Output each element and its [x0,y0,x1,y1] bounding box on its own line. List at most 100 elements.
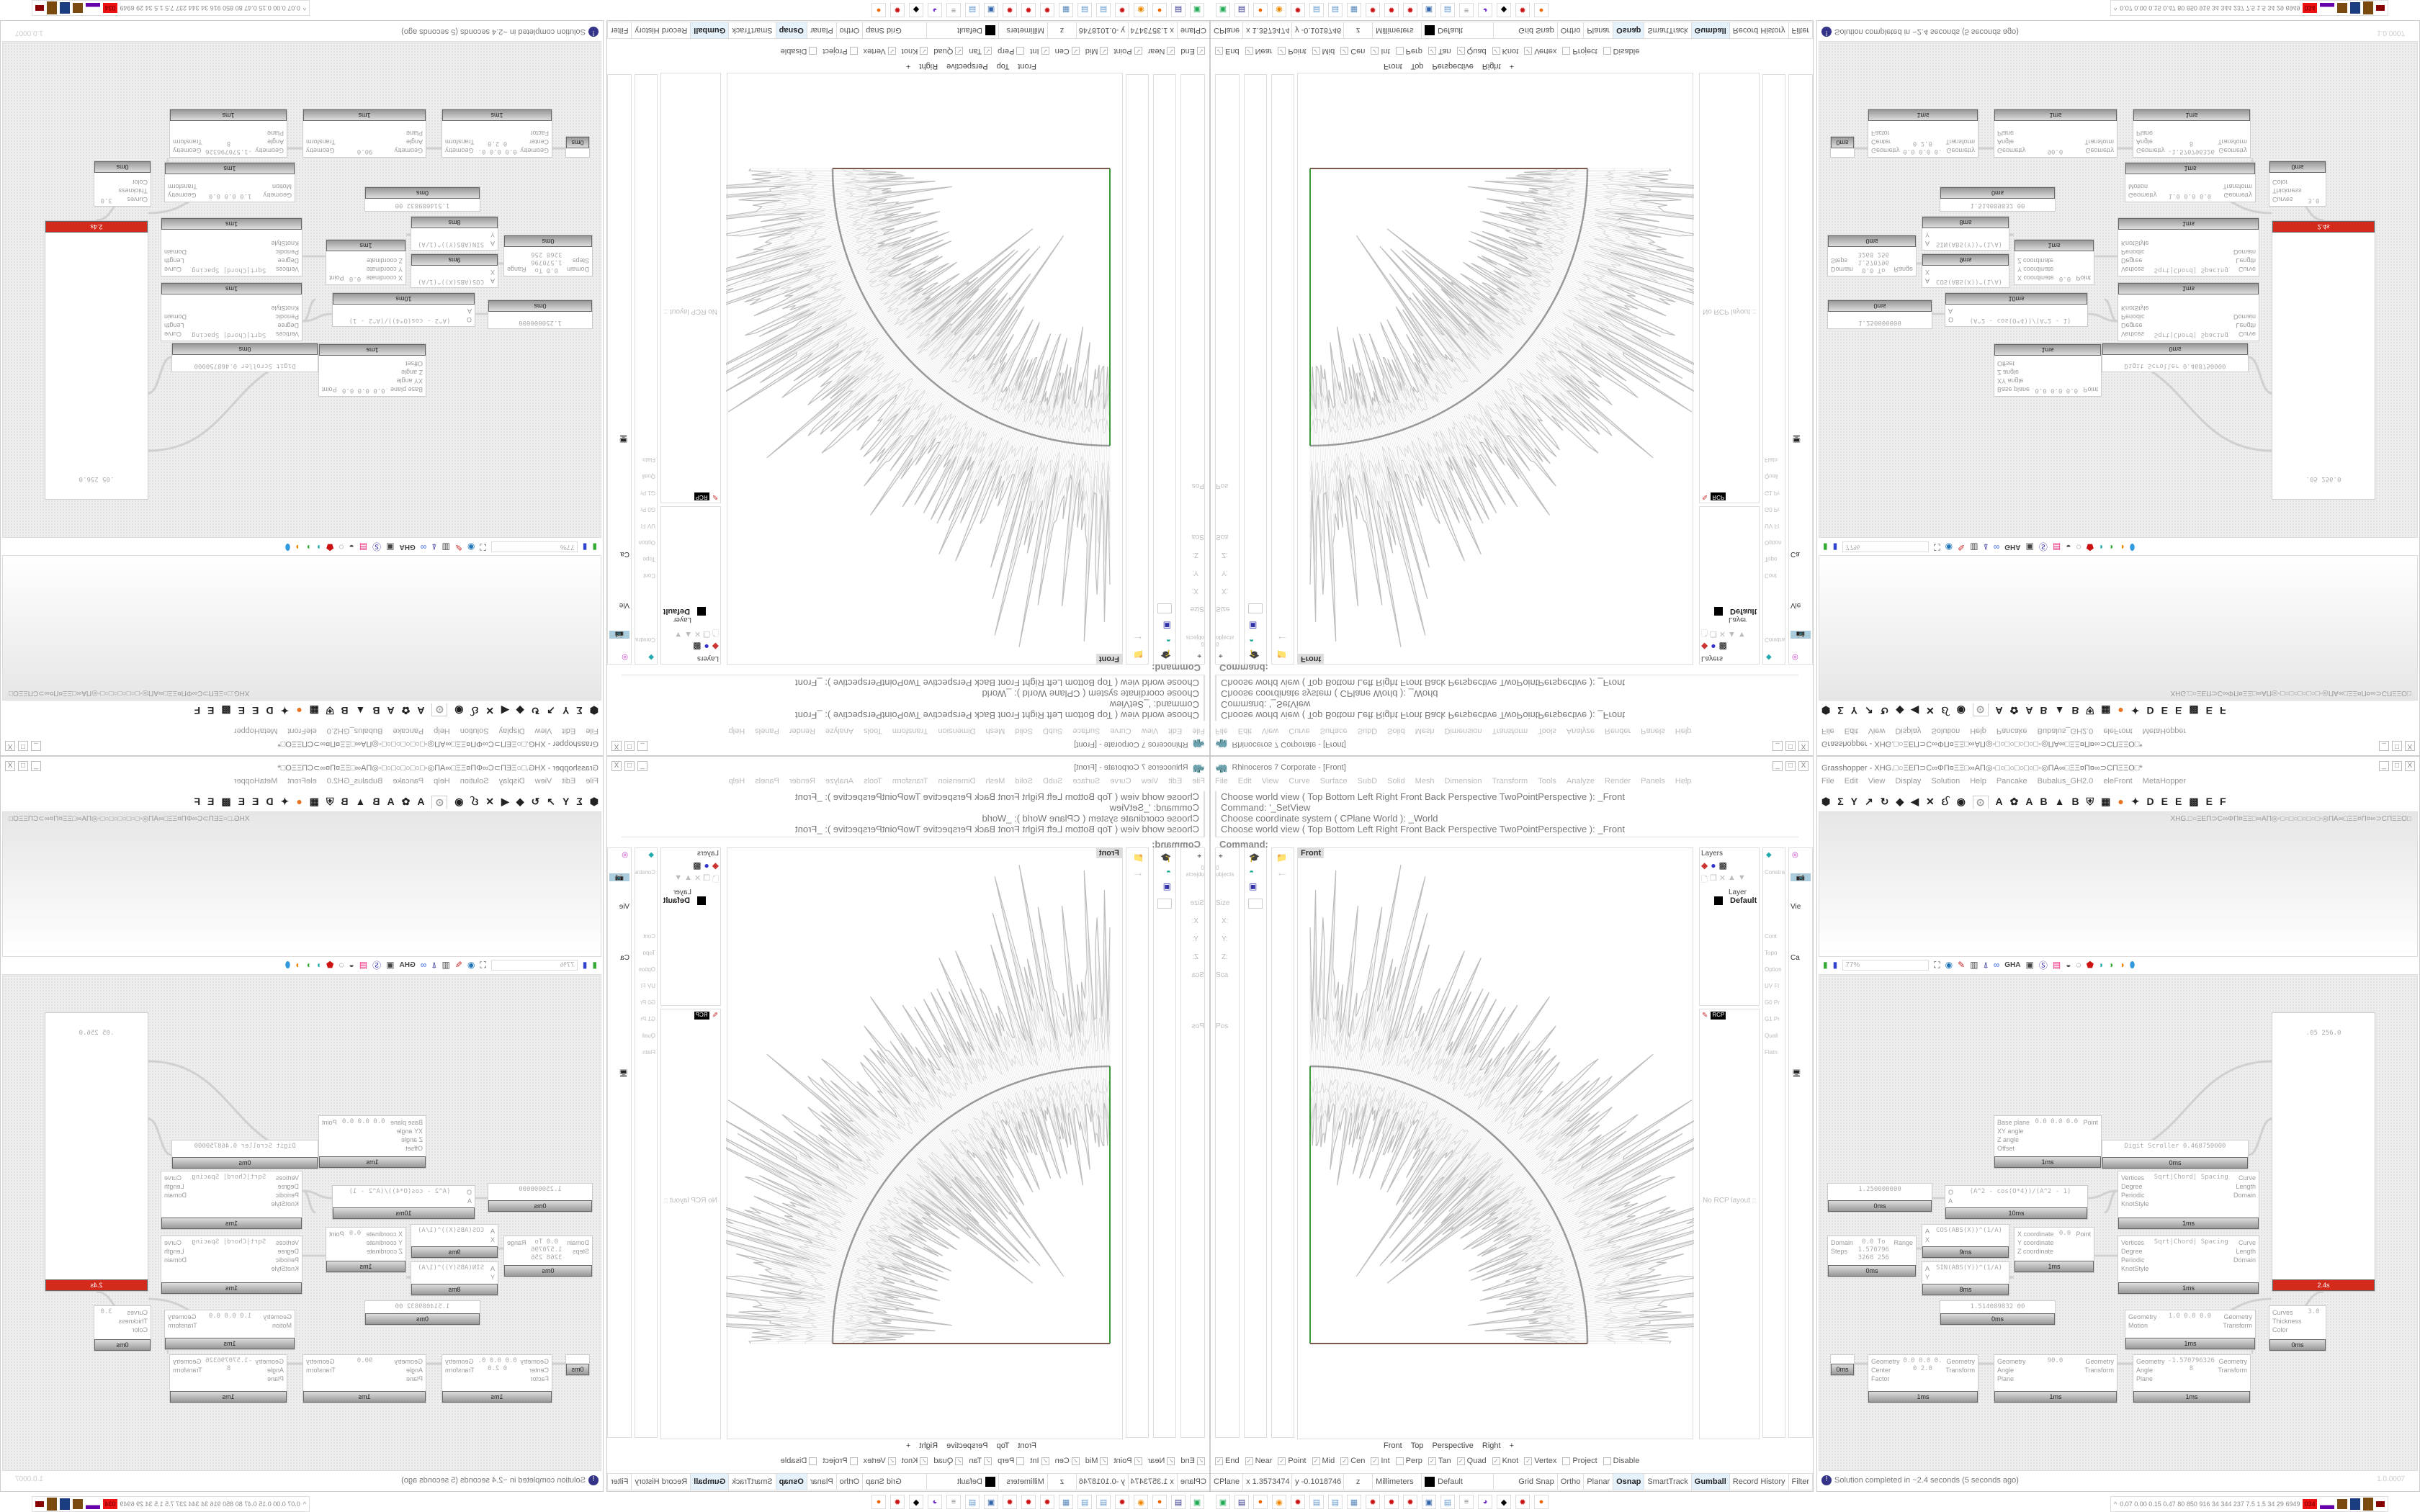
status-toggle-grid-snap[interactable]: Grid Snap [862,1474,905,1490]
osnap-point[interactable]: ✓Point [1278,47,1307,55]
input-param[interactable]: Angle [405,1367,423,1374]
osnap-tan[interactable]: ✓Tan [969,1457,992,1465]
gh-tab-icon[interactable]: B [372,796,380,807]
view-tab-perspective[interactable]: Perspective [1432,62,1474,71]
output-param[interactable]: Transform [2084,1367,2114,1374]
view-tab-top[interactable]: Top [996,1441,1010,1450]
cluster-icon[interactable]: ▥ [1970,960,1978,970]
view-tab-front[interactable]: Front [1384,62,1402,71]
gh-menu-item[interactable]: eleFront [287,777,317,786]
terminal-icon[interactable]: ▣ [1190,3,1204,17]
output-param[interactable]: Transform [173,1367,202,1374]
position-section[interactable]: Pos [1191,1022,1204,1030]
gh-component-comp[interactable]: Domain Steps 0.0 To 1.5707963268 256 Range 0… [1827,1236,1917,1277]
input-param[interactable]: Periodic [275,1256,299,1264]
preview-shaded-icon[interactable]: ◒ [349,960,354,970]
menu-item-solid[interactable]: Solid [1387,726,1405,735]
checkbox[interactable] [1248,603,1263,613]
input-param[interactable]: Thickness [2272,1318,2302,1325]
osnap-quad[interactable]: ✓Quad [1456,47,1487,55]
menu-item-mesh[interactable]: Mesh [985,777,1005,786]
gh-tab-icon[interactable]: ▩ [221,705,231,716]
output-param[interactable]: Transform [2218,138,2247,145]
output-param[interactable]: Transform [2223,183,2252,190]
menu-item-curve[interactable]: Curve [1110,777,1131,786]
move-down-icon[interactable]: ▼ [1737,630,1746,639]
osnap-checkbox[interactable]: ✓ [1167,1457,1175,1465]
input-param[interactable]: Angle [266,138,284,145]
firefox-icon[interactable]: ● [1152,1495,1167,1509]
view-tab-front[interactable]: Front [1018,1441,1036,1450]
gh-menu-item[interactable]: MetaHopper [233,777,278,786]
materials-tab-icon[interactable]: ● [1711,642,1716,652]
remote-icon[interactable]: ▣ [984,1495,998,1509]
gh-tab-icon[interactable]: ⬢ [589,796,599,807]
menu-item-edit[interactable]: Edit [1168,777,1183,786]
input-param[interactable]: Z coordinate [2017,1248,2054,1255]
osnap-end[interactable]: ✓End [1180,1457,1205,1465]
osnap-point[interactable]: ✓Point [1114,47,1142,55]
minimize-button[interactable]: _ [2379,761,2389,771]
close-button[interactable]: X [611,741,622,751]
firefox-icon[interactable]: ● [1152,3,1167,17]
input-param[interactable]: Vertices [2121,1239,2145,1246]
new-layer-icon[interactable]: 🗋 [1701,876,1708,884]
menu-item-analyze[interactable]: Analyze [825,726,854,735]
input-param[interactable]: Domain [1831,266,1854,273]
notepad-icon[interactable]: ▤ [1077,3,1092,17]
output-param[interactable]: Length [2236,1248,2256,1255]
osnap-checkbox[interactable]: ✓ [1215,47,1223,55]
menu-item-view[interactable]: View [1261,777,1279,786]
gha-icon[interactable]: GHA [399,543,416,552]
cplane-toggle[interactable]: CPlane [1211,22,1244,38]
app-red-icon[interactable]: ✹ [1115,3,1129,17]
menu-item-solid[interactable]: Solid [1015,777,1033,786]
preview-teal-icon[interactable]: ◗ [2099,960,2105,970]
input-param[interactable]: A [1948,307,1953,315]
input-param[interactable]: Thickness [118,187,148,194]
output-param[interactable]: Geometry [2223,192,2252,199]
checkbox[interactable] [1157,899,1172,909]
copy-layer-icon[interactable]: ❐ [703,629,711,638]
input-param[interactable]: A [1948,1197,1953,1205]
output-param[interactable]: Point [2076,274,2091,282]
osnap-checkbox[interactable]: ✓ [1215,1457,1223,1465]
status-toggle-grid-snap[interactable]: Grid Snap [1515,22,1558,38]
output-param[interactable]: Geometry [2085,147,2114,154]
osnap-checkbox[interactable] [1016,47,1025,55]
gh-menu-item[interactable]: Display [1895,777,1922,786]
calculator-icon[interactable]: ▦ [1059,3,1073,17]
input-param[interactable]: Geometry [2128,1313,2157,1320]
gh-component-expr[interactable]: A X COS(ABS(X))^(1/A) 9ms [1922,253,2009,288]
gh-component-comp[interactable]: Domain Steps 0.0 To 1.5707963268 256 Range 0… [1827,235,1917,276]
app-red-icon[interactable]: ✹ [1040,1495,1054,1509]
menu-item-panels[interactable]: Panels [755,777,779,786]
input-param[interactable]: Vertices [275,266,299,273]
status-toggle-record-history[interactable]: Record History [631,1474,691,1490]
component-value[interactable]: 1.250000000 [1858,319,1901,326]
gh-component-scroller[interactable]: Digit Scroller 0.468750000 0ms [2102,1140,2249,1169]
gh-component-scroller[interactable]: 1.514089832 00 0ms [1940,186,2056,212]
gh-tab-icon[interactable]: ▩ [221,796,231,807]
component-value[interactable]: .05 256.0 [79,475,115,482]
osnap-int[interactable]: ✓Int [1030,47,1049,55]
discord-icon[interactable]: ◕ [1478,1495,1492,1509]
view-tab-right[interactable]: Right [1482,1441,1501,1450]
minimize-button[interactable]: _ [2379,741,2389,751]
gh-tab-icon[interactable]: A [417,796,425,807]
units[interactable]: Millimeters [1373,22,1422,38]
app-red-icon[interactable]: ✹ [890,1495,905,1509]
terminal-icon[interactable]: ▣ [1216,1495,1230,1509]
osnap-checkbox[interactable] [1395,47,1404,55]
input-param[interactable]: Center [1871,138,1891,145]
osnap-mid[interactable]: ✓Mid [1312,47,1335,55]
component-value[interactable]: Digit Scroller 0.468750000 [194,1143,296,1150]
input-param[interactable]: Y [490,231,495,238]
input-param[interactable]: Y [1925,1274,1930,1281]
sketch-icon[interactable]: ✎ [1958,542,1966,552]
input-param[interactable]: Angle [1997,1367,2015,1374]
input-param[interactable]: Angle [405,138,423,145]
input-param[interactable]: Center [1871,1367,1891,1374]
osnap-checkbox[interactable]: ✓ [1041,1457,1049,1465]
rhino-icon[interactable]: ◆ [909,1495,923,1509]
